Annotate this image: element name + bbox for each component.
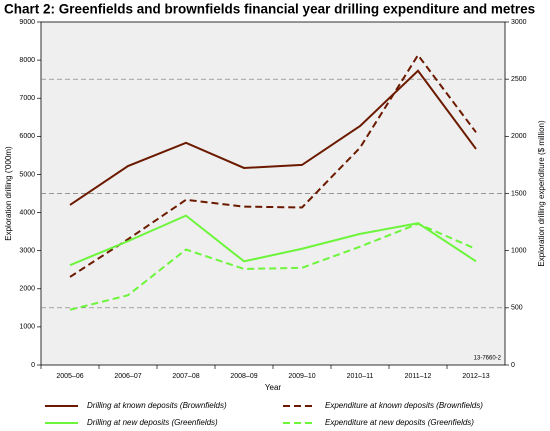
y-axis-title: Exploration drilling ('000m)	[4, 146, 13, 241]
series-line	[69, 222, 477, 311]
y-tick-label: 6000	[19, 133, 35, 140]
y-tick-label: 5000	[19, 171, 35, 178]
legend-label: Expenditure at known deposits (Brownfiel…	[325, 401, 483, 410]
series-line	[69, 69, 477, 206]
y-tick-label: 9000	[19, 19, 35, 26]
source-note: 13-7660-2	[474, 356, 502, 362]
x-tick-label: 2011–12	[405, 373, 432, 380]
y2-axis-title: Exploration drilling expenditure ($ mill…	[537, 120, 546, 267]
series-line	[69, 214, 477, 267]
x-tick-label: 2007–08	[172, 373, 199, 380]
y-tick-label: 7000	[19, 95, 35, 102]
y2-tick-label: 2000	[511, 133, 527, 140]
legend-label: Drilling at new deposits (Greenfields)	[87, 418, 218, 427]
x-tick-label: 2008–09	[230, 373, 257, 380]
x-axis-title: Year	[265, 383, 282, 392]
y-tick-label: 3000	[19, 248, 35, 255]
legend-label: Drilling at known deposits (Brownfields)	[87, 401, 227, 410]
x-tick-label: 2012–13	[462, 373, 489, 380]
legend-label: Expenditure at new deposits (Greenfields…	[325, 418, 474, 427]
y-tick-label: 1000	[19, 324, 35, 331]
series-line	[69, 53, 477, 278]
y2-tick-label: 500	[511, 305, 523, 312]
x-tick-label: 2005–06	[56, 373, 83, 380]
x-tick-label: 2010–11	[347, 373, 374, 380]
y2-tick-label: 1500	[511, 190, 527, 197]
y2-tick-label: 0	[511, 362, 515, 369]
y2-tick-label: 2500	[511, 76, 527, 83]
x-tick-label: 2009–10	[288, 373, 315, 380]
chart-title: Chart 2: Greenfields and brownfields fin…	[4, 2, 535, 17]
y2-tick-label: 3000	[511, 19, 527, 26]
y2-tick-label: 1000	[511, 248, 527, 255]
y-tick-label: 8000	[19, 57, 35, 64]
y-tick-label: 2000	[19, 286, 35, 293]
y-tick-label: 0	[31, 362, 35, 369]
x-tick-label: 2006–07	[114, 373, 141, 380]
y-tick-label: 4000	[19, 209, 35, 216]
